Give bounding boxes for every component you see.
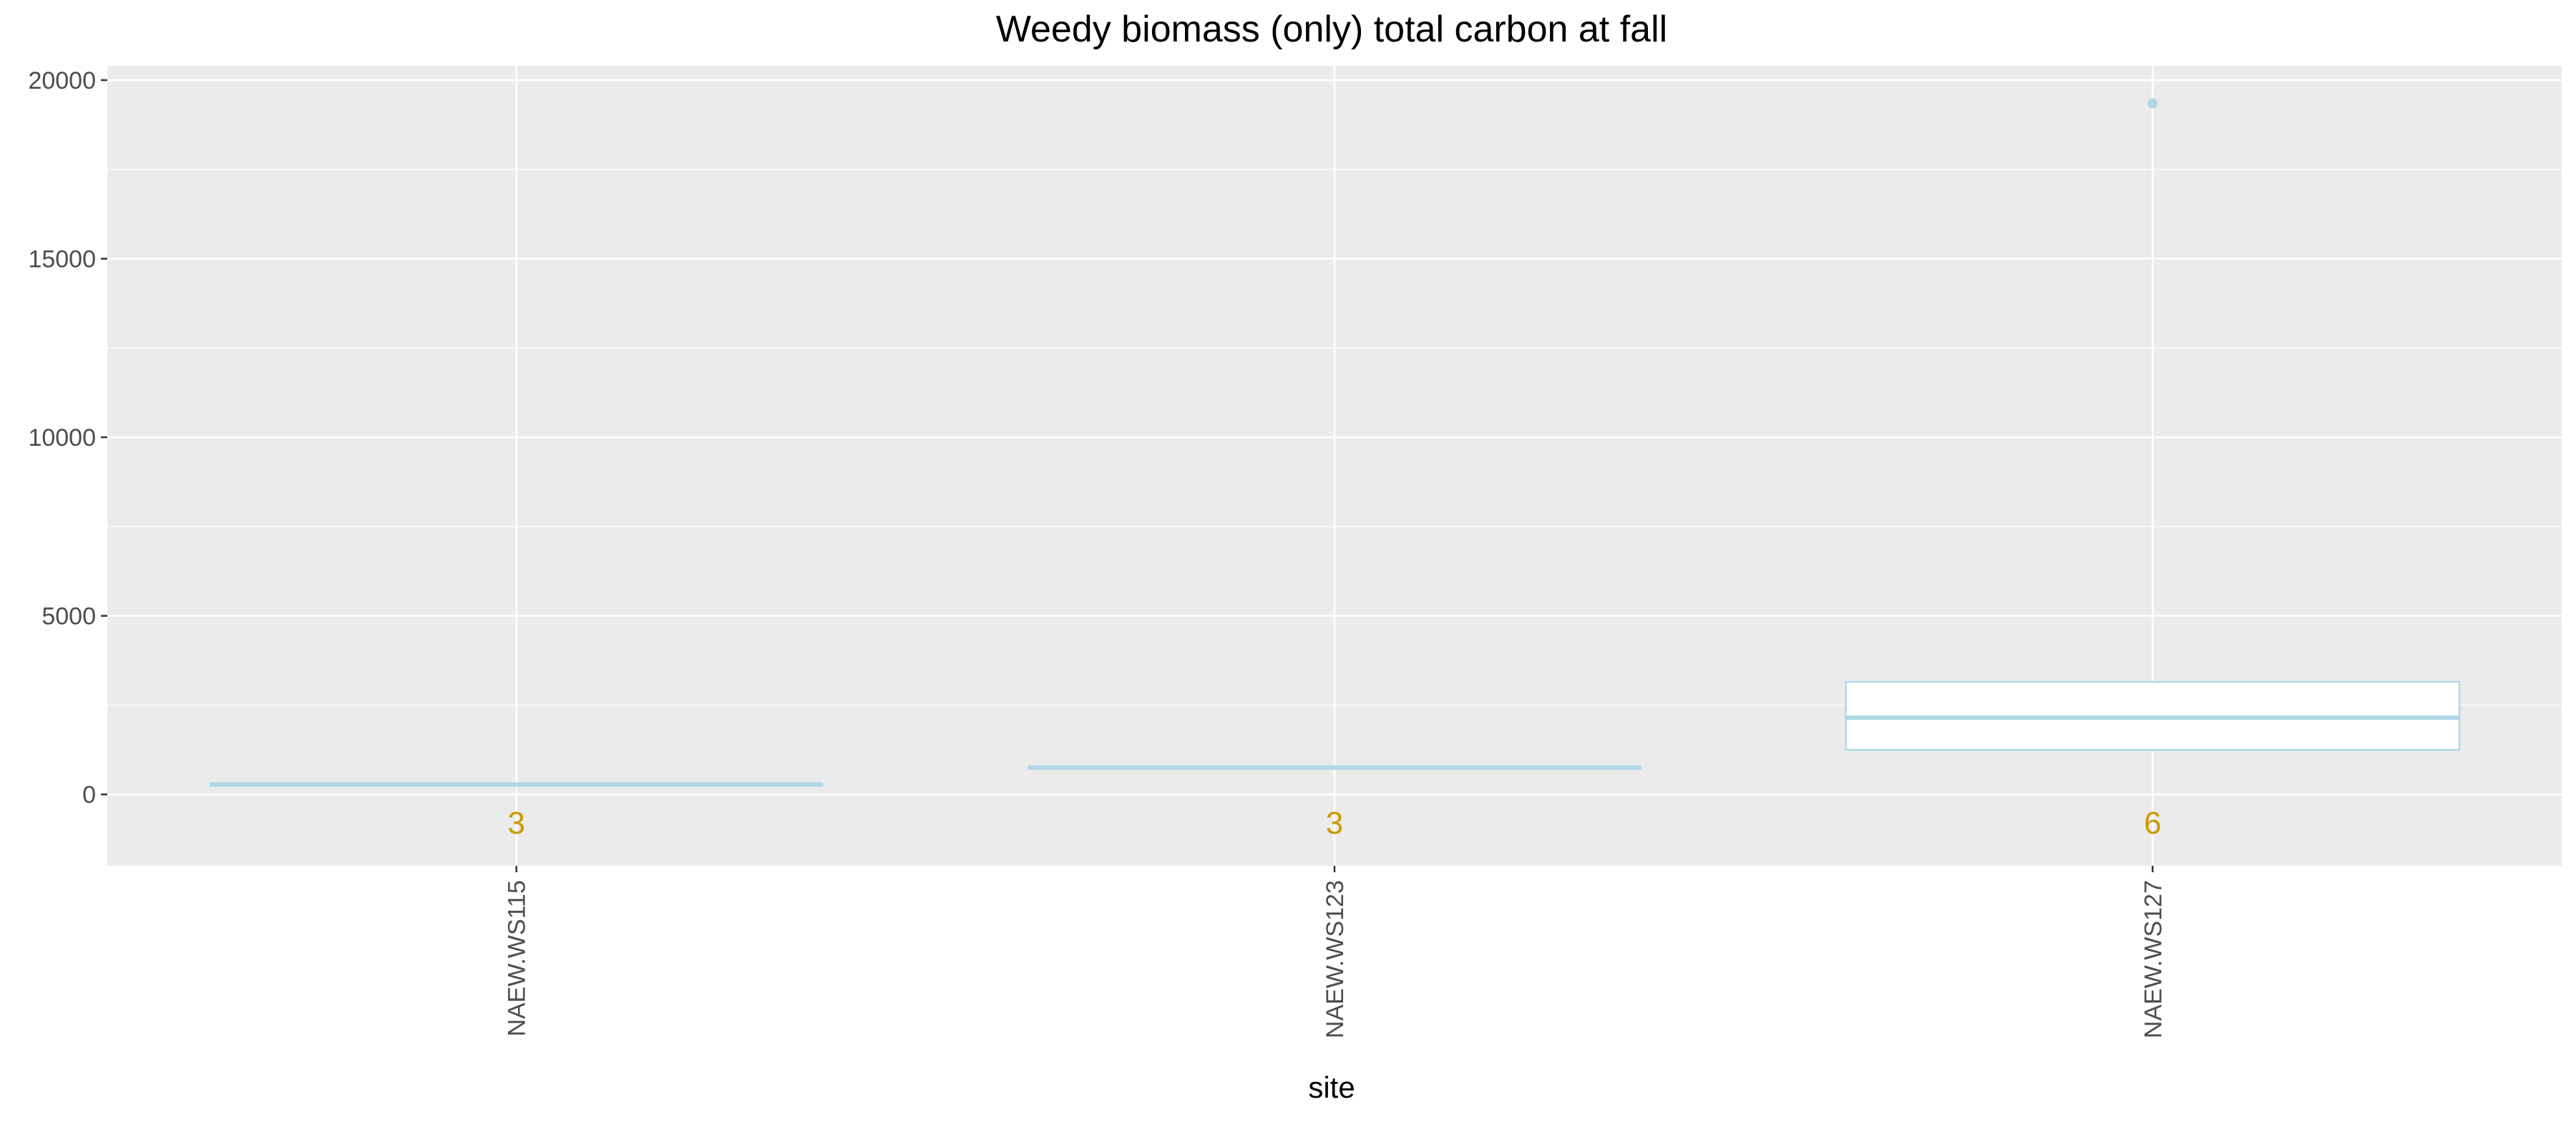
chart-title: Weedy biomass (only) total carbon at fal… [996,9,1667,50]
x-tick-label: NAEW.WS115 [504,880,531,1037]
count-label: 6 [2144,806,2161,841]
count-labels: 3 3 6 [507,806,2161,841]
x-tick-label: NAEW.WS127 [2140,880,2167,1038]
boxplots [209,98,2461,787]
y-tick-label: 0 [82,781,96,809]
y-tick-label: 20000 [28,67,96,94]
count-label: 3 [507,806,525,841]
y-tick-label: 10000 [28,424,96,452]
x-axis: NAEW.WS115 NAEW.WS123 NAEW.WS127 [504,866,2167,1038]
count-label: 3 [1326,806,1343,841]
y-tick-label: 15000 [28,246,96,273]
y-tick-label: 5000 [42,603,96,630]
y-axis: 0 5000 10000 15000 20000 [28,67,107,809]
x-tick-label: NAEW.WS123 [1322,880,1349,1038]
x-axis-title: site [1308,1070,1355,1104]
outlier-point [2147,98,2158,109]
major-gridlines [107,66,2562,866]
boxplot-naew-ws127 [1845,98,2461,752]
